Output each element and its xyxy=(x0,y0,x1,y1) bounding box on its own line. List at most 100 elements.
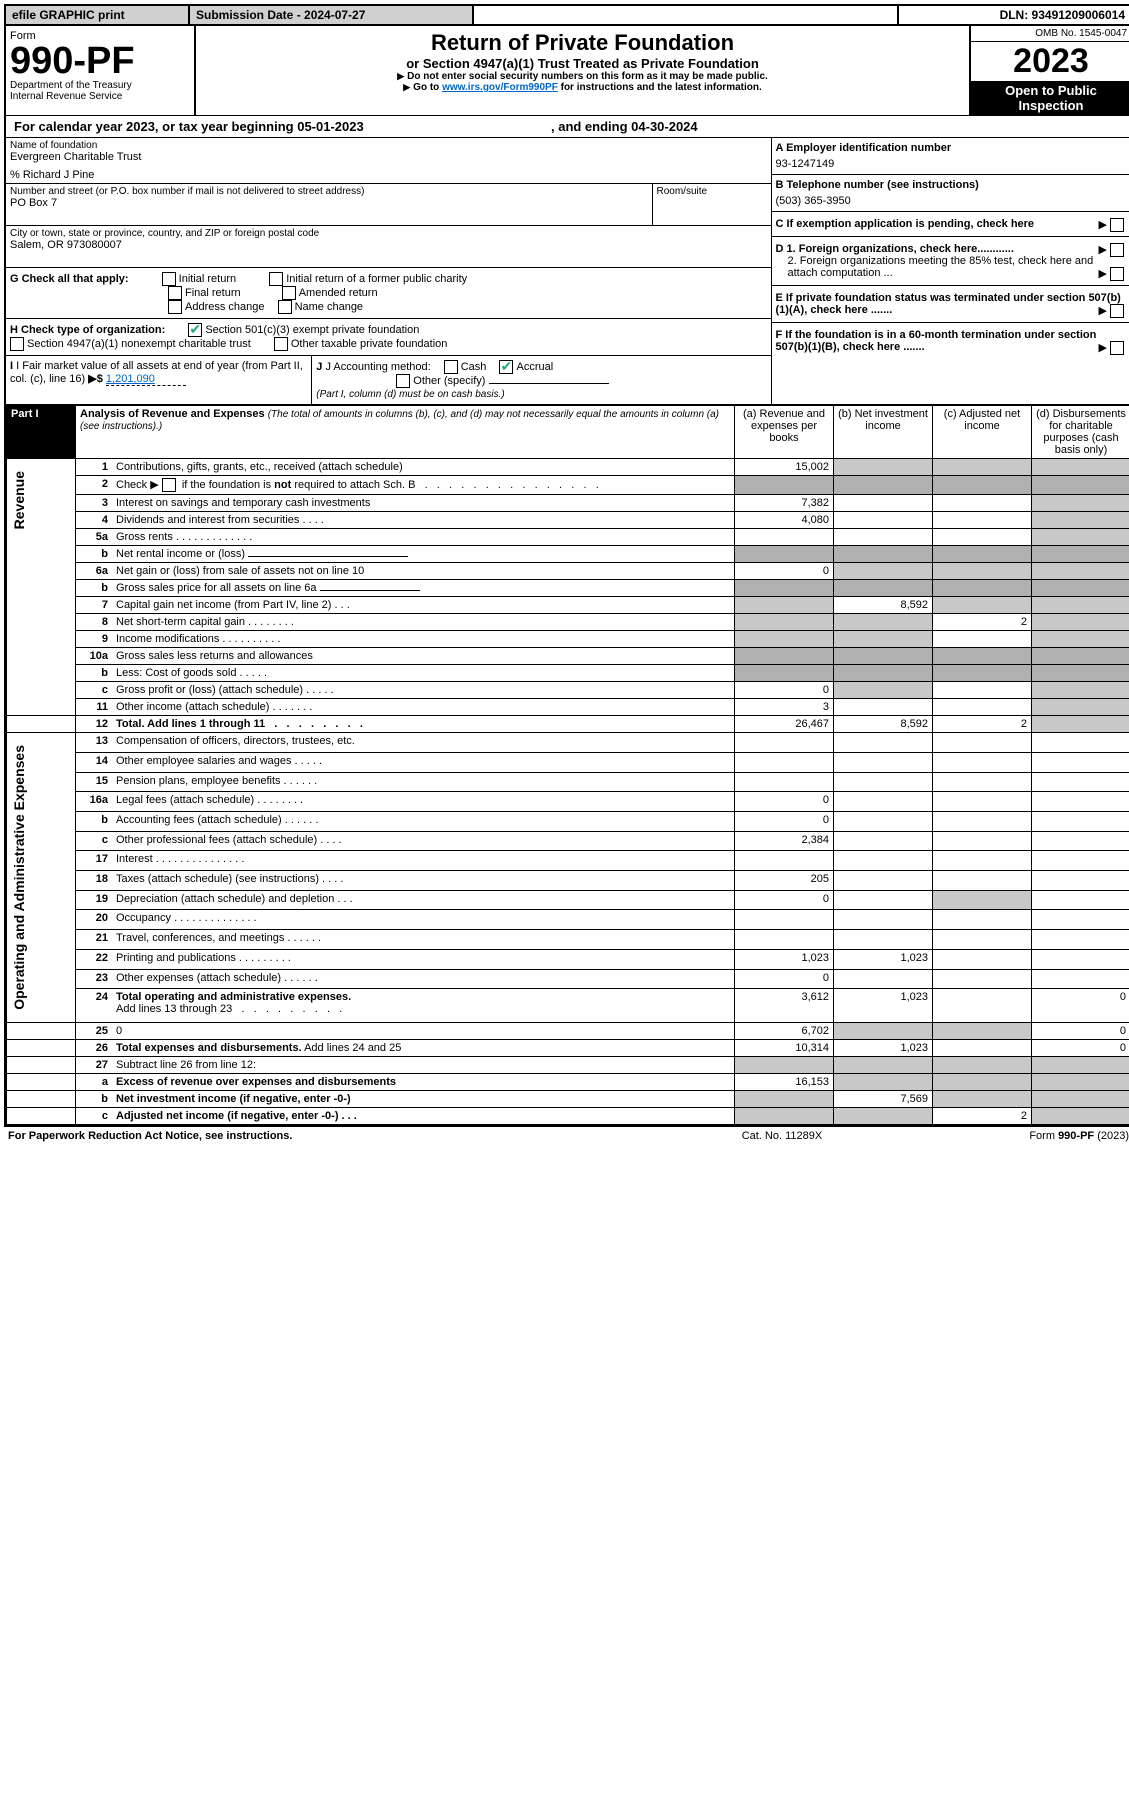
ln-8: 8 xyxy=(76,614,113,631)
desc-12: Total. Add lines 1 through 11 . . . . . … xyxy=(112,716,735,733)
desc-4: Dividends and interest from securities .… xyxy=(112,512,735,529)
topbar-spacer xyxy=(473,6,898,24)
chk-f[interactable] xyxy=(1110,341,1124,355)
desc-26: Total expenses and disbursements. Add li… xyxy=(112,1039,735,1056)
footer-mid: Cat. No. 11289X xyxy=(680,1127,885,1145)
desc-11: Other income (attach schedule) . . . . .… xyxy=(112,699,735,716)
opt-final: Final return xyxy=(185,287,241,299)
foundation-name: Evergreen Charitable Trust xyxy=(10,151,767,163)
opt-other-tax: Other taxable private foundation xyxy=(291,338,448,350)
chk-4947[interactable] xyxy=(10,337,24,351)
chk-final-return[interactable] xyxy=(168,286,182,300)
chk-d2[interactable] xyxy=(1110,267,1124,281)
ln-6b: b xyxy=(76,580,113,597)
desc-3: Interest on savings and temporary cash i… xyxy=(112,495,735,512)
ln-17: 17 xyxy=(76,851,113,871)
name-label: Name of foundation xyxy=(10,140,767,151)
chk-other-tax[interactable] xyxy=(274,337,288,351)
ln-22: 22 xyxy=(76,949,113,969)
chk-c[interactable] xyxy=(1110,218,1124,232)
ln-19: 19 xyxy=(76,890,113,910)
chk-initial-return[interactable] xyxy=(162,272,176,286)
chk-d1[interactable] xyxy=(1110,243,1124,257)
topbar: efile GRAPHIC print Submission Date - 20… xyxy=(5,5,1129,25)
col-d-header: (d) Disbursements for charitable purpose… xyxy=(1032,406,1129,459)
val-27cc: 2 xyxy=(933,1107,1032,1124)
form990pf-link[interactable]: www.irs.gov/Form990PF xyxy=(442,82,558,93)
footer: For Paperwork Reduction Act Notice, see … xyxy=(4,1127,1129,1145)
chk-cash[interactable] xyxy=(444,360,458,374)
val-18a: 205 xyxy=(735,871,834,891)
desc-27b: Net investment income (if negative, ente… xyxy=(112,1090,735,1107)
ln-10b: b xyxy=(76,665,113,682)
efile-button[interactable]: efile GRAPHIC print xyxy=(6,6,189,24)
desc-15: Pension plans, employee benefits . . . .… xyxy=(112,772,735,792)
val-24d: 0 xyxy=(1032,989,1129,1023)
d1-label: D 1. Foreign organizations, check here..… xyxy=(776,243,1014,255)
val-26b: 1,023 xyxy=(834,1039,933,1056)
desc-27c: Adjusted net income (if negative, enter … xyxy=(112,1107,735,1124)
note2-post: for instructions and the latest informat… xyxy=(558,82,762,93)
opt-4947: Section 4947(a)(1) nonexempt charitable … xyxy=(27,338,251,350)
chk-accrual[interactable] xyxy=(499,360,513,374)
side-revenue: Revenue xyxy=(11,461,27,539)
b-label: B Telephone number (see instructions) xyxy=(776,179,1128,191)
desc-10b: Less: Cost of goods sold . . . . . xyxy=(112,665,735,682)
desc-2: Check ▶ if the foundation is not require… xyxy=(112,476,735,495)
ln-27c: c xyxy=(76,1107,113,1124)
col-c-header: (c) Adjusted net income xyxy=(933,406,1032,459)
e-label: E If private foundation status was termi… xyxy=(776,292,1121,316)
ln-27a: a xyxy=(76,1073,113,1090)
val-27bb: 7,569 xyxy=(834,1090,933,1107)
chk-other-method[interactable] xyxy=(396,374,410,388)
form-title: Return of Private Foundation xyxy=(200,30,965,56)
desc-21: Travel, conferences, and meetings . . . … xyxy=(112,930,735,950)
cal-year-begin: For calendar year 2023, or tax year begi… xyxy=(14,119,364,134)
val-22b: 1,023 xyxy=(834,949,933,969)
opt-name: Name change xyxy=(295,301,364,313)
note2-pre: Go to xyxy=(413,82,442,93)
ln-1: 1 xyxy=(76,459,113,476)
desc-6a: Net gain or (loss) from sale of assets n… xyxy=(112,563,735,580)
val-16ca: 2,384 xyxy=(735,831,834,851)
submission-date: Submission Date - 2024-07-27 xyxy=(189,6,473,24)
ln-4: 4 xyxy=(76,512,113,529)
val-19a: 0 xyxy=(735,890,834,910)
h-label: H Check type of organization: xyxy=(10,324,165,336)
desc-16a: Legal fees (attach schedule) . . . . . .… xyxy=(112,792,735,812)
val-25d: 0 xyxy=(1032,1022,1129,1039)
desc-1: Contributions, gifts, grants, etc., rece… xyxy=(112,459,735,476)
desc-9: Income modifications . . . . . . . . . . xyxy=(112,631,735,648)
chk-amended[interactable] xyxy=(282,286,296,300)
header: Form 990-PF Department of the Treasury I… xyxy=(5,25,1129,116)
ln-25: 25 xyxy=(76,1022,113,1039)
desc-18: Taxes (attach schedule) (see instruction… xyxy=(112,871,735,891)
side-expenses: Operating and Administrative Expenses xyxy=(11,735,27,1020)
ln-16c: c xyxy=(76,831,113,851)
c-label: C If exemption application is pending, c… xyxy=(776,218,1035,230)
desc-27a: Excess of revenue over expenses and disb… xyxy=(112,1073,735,1090)
form-container: efile GRAPHIC print Submission Date - 20… xyxy=(4,4,1129,1127)
open-public: Open to Public Inspection xyxy=(971,81,1129,115)
ln-24: 24 xyxy=(76,989,113,1023)
fmv-link[interactable]: 1,201,090 xyxy=(106,373,186,386)
chk-initial-former[interactable] xyxy=(269,272,283,286)
chk-501c3[interactable] xyxy=(188,323,202,337)
ln-7: 7 xyxy=(76,597,113,614)
val-7b: 8,592 xyxy=(834,597,933,614)
ln-23: 23 xyxy=(76,969,113,989)
val-16aa: 0 xyxy=(735,792,834,812)
ln-27: 27 xyxy=(76,1056,113,1073)
ln-6a: 6a xyxy=(76,563,113,580)
ln-15: 15 xyxy=(76,772,113,792)
j-note: (Part I, column (d) must be on cash basi… xyxy=(316,389,504,400)
chk-addr-change[interactable] xyxy=(168,300,182,314)
ln-2: 2 xyxy=(76,476,113,495)
chk-e[interactable] xyxy=(1110,304,1124,318)
f-label: F If the foundation is in a 60-month ter… xyxy=(776,329,1097,353)
col-b-header: (b) Net investment income xyxy=(834,406,933,459)
footer-right: Form 990-PF (2023) xyxy=(884,1127,1129,1145)
chk-name-change[interactable] xyxy=(278,300,292,314)
chk-schb[interactable] xyxy=(162,478,176,492)
val-12a: 26,467 xyxy=(735,716,834,733)
